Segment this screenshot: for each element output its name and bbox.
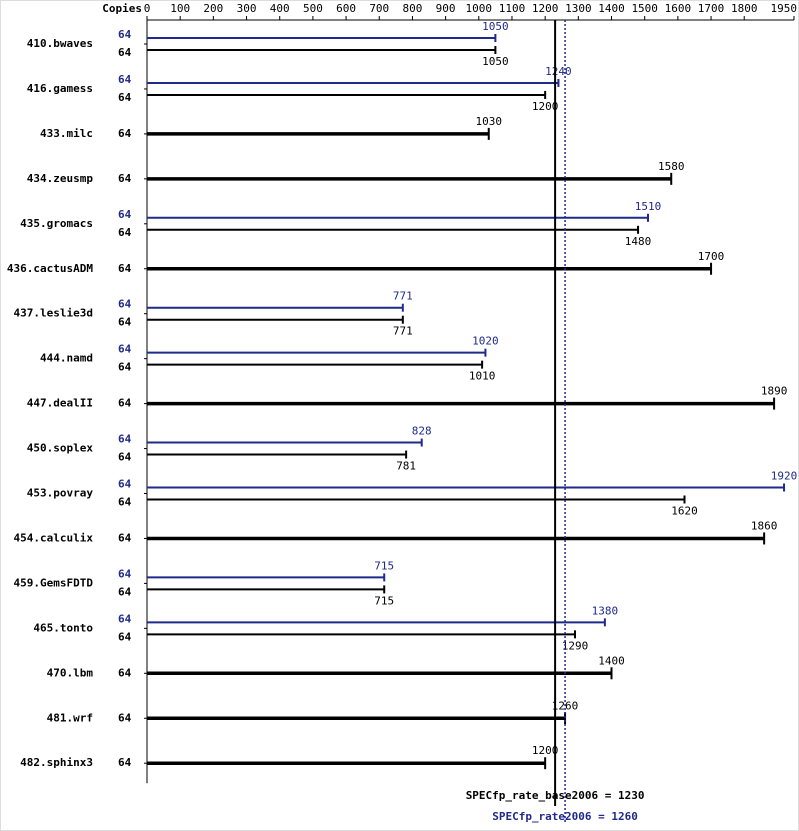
x-tick-label: 1500 xyxy=(631,2,658,15)
x-tick-label: 1000 xyxy=(466,2,493,15)
value-label: 715 xyxy=(374,559,394,572)
category-label: 465.tonto xyxy=(33,621,93,634)
category-label: 434.zeusmp xyxy=(27,172,94,185)
value-label: 1700 xyxy=(698,250,725,263)
category-label: 410.bwaves xyxy=(27,37,93,50)
copies-label: 64 xyxy=(118,531,132,544)
copies-label: 64 xyxy=(118,316,132,329)
copies-label: 64 xyxy=(118,262,132,275)
category-label: 433.milc xyxy=(40,127,93,140)
copies-label: 64 xyxy=(118,28,132,41)
value-label: 1010 xyxy=(469,370,496,383)
copies-label: 64 xyxy=(118,630,132,643)
x-tick-label: 0 xyxy=(144,2,151,15)
category-label: 435.gromacs xyxy=(20,217,93,230)
x-axis-label: Copies xyxy=(102,2,142,15)
value-label: 1860 xyxy=(751,519,778,532)
value-label: 715 xyxy=(374,594,394,607)
value-label: 1020 xyxy=(472,335,499,348)
x-tick-label: 900 xyxy=(436,2,456,15)
x-tick-label: 1950 xyxy=(771,2,798,15)
category-label: 450.soplex xyxy=(27,442,94,455)
copies-label: 64 xyxy=(118,298,132,311)
copies-label: 64 xyxy=(118,343,132,356)
value-label: 828 xyxy=(412,425,432,438)
copies-label: 64 xyxy=(118,433,132,446)
category-label: 447.dealII xyxy=(27,397,93,410)
x-tick-label: 400 xyxy=(270,2,290,15)
copies-label: 64 xyxy=(118,226,132,239)
x-tick-label: 700 xyxy=(369,2,389,15)
copies-label: 64 xyxy=(118,478,132,491)
value-label: 781 xyxy=(396,460,416,473)
value-label: 1200 xyxy=(532,100,559,113)
copies-label: 64 xyxy=(118,666,132,679)
x-tick-label: 200 xyxy=(203,2,223,15)
x-tick-label: 100 xyxy=(170,2,190,15)
value-label: 1050 xyxy=(482,20,509,33)
copies-label: 64 xyxy=(118,756,132,769)
reference-label: SPECfp_rate_base2006 = 1230 xyxy=(466,789,645,802)
category-label: 436.cactusADM xyxy=(7,262,93,275)
value-label: 1580 xyxy=(658,160,685,173)
value-label: 1380 xyxy=(592,604,619,617)
copies-label: 64 xyxy=(118,567,132,580)
value-label: 1620 xyxy=(671,505,698,518)
copies-label: 64 xyxy=(118,496,132,509)
value-label: 1200 xyxy=(532,744,559,757)
x-tick-label: 300 xyxy=(237,2,257,15)
x-tick-label: 800 xyxy=(402,2,422,15)
copies-label: 64 xyxy=(118,73,132,86)
copies-label: 64 xyxy=(118,127,132,140)
copies-label: 64 xyxy=(118,172,132,185)
category-label: 482.sphinx3 xyxy=(20,756,93,769)
x-tick-label: 1200 xyxy=(532,2,559,15)
value-label: 1290 xyxy=(562,639,589,652)
value-label: 1400 xyxy=(598,654,625,667)
copies-label: 64 xyxy=(118,46,132,59)
value-label: 1480 xyxy=(625,235,652,248)
reference-label: SPECfp_rate2006 = 1260 xyxy=(492,810,638,823)
value-label: 1890 xyxy=(761,385,788,398)
x-tick-label: 1600 xyxy=(665,2,692,15)
value-label: 771 xyxy=(393,325,413,338)
copies-label: 64 xyxy=(118,585,132,598)
copies-label: 64 xyxy=(118,451,132,464)
x-tick-label: 600 xyxy=(336,2,356,15)
x-tick-label: 1300 xyxy=(565,2,592,15)
value-label: 771 xyxy=(393,290,413,303)
x-tick-label: 1400 xyxy=(598,2,625,15)
category-label: 481.wrf xyxy=(47,711,93,724)
category-label: 453.povray xyxy=(27,487,94,500)
value-label: 1920 xyxy=(771,470,798,483)
x-tick-label: 1100 xyxy=(499,2,526,15)
x-tick-label: 1700 xyxy=(698,2,725,15)
category-label: 437.leslie3d xyxy=(14,307,93,320)
copies-label: 64 xyxy=(118,208,132,221)
copies-label: 64 xyxy=(118,612,132,625)
copies-label: 64 xyxy=(118,397,132,410)
value-label: 1050 xyxy=(482,55,509,68)
category-label: 459.GemsFDTD xyxy=(14,576,94,589)
x-tick-label: 1800 xyxy=(731,2,758,15)
value-label: 1240 xyxy=(545,65,572,78)
copies-label: 64 xyxy=(118,91,132,104)
copies-label: 64 xyxy=(118,361,132,374)
x-tick-label: 500 xyxy=(303,2,323,15)
category-label: 444.namd xyxy=(40,352,93,365)
category-label: 470.lbm xyxy=(47,666,94,679)
value-label: 1030 xyxy=(475,115,502,128)
value-label: 1510 xyxy=(635,200,662,213)
category-label: 416.gamess xyxy=(27,82,93,95)
copies-label: 64 xyxy=(118,711,132,724)
category-label: 454.calculix xyxy=(14,531,94,544)
